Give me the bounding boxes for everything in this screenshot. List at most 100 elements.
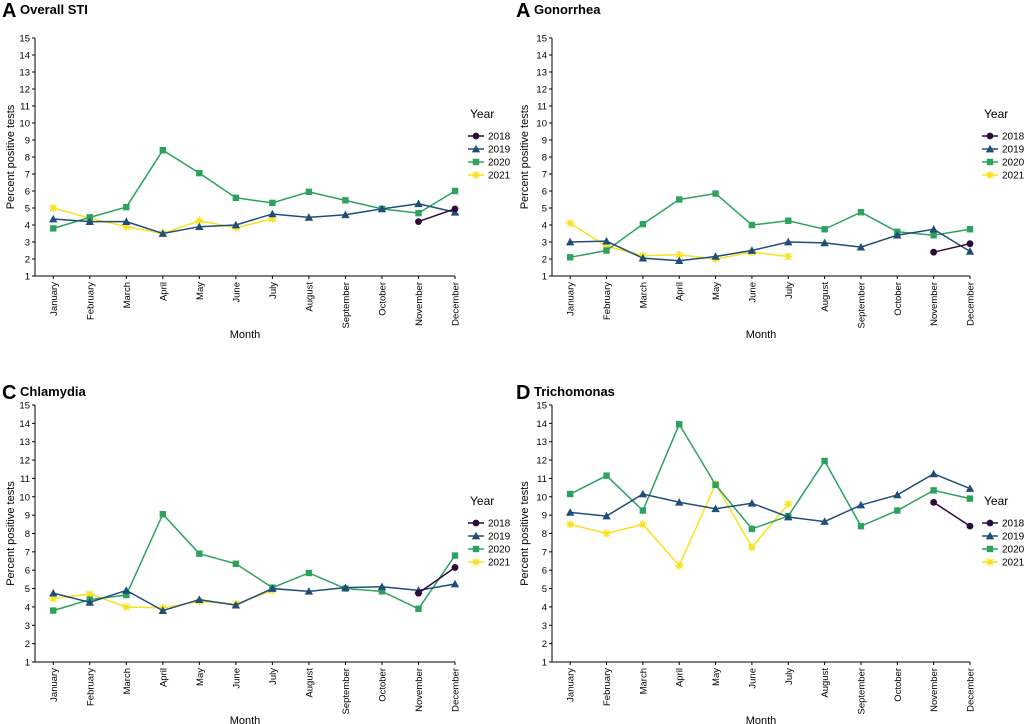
data-point-2020 <box>232 560 240 567</box>
y-tick-label: 15 <box>19 401 30 412</box>
data-point-2019 <box>341 583 350 592</box>
data-point-2021 <box>675 250 684 259</box>
y-tick-label: 9 <box>542 136 547 147</box>
x-tick-label: April <box>675 668 686 687</box>
y-axis-title: Percent positive tests <box>519 104 531 209</box>
y-tick-label: 4 <box>542 602 547 613</box>
y-tick-label: 9 <box>25 136 30 147</box>
series-line-2020 <box>53 149 456 230</box>
y-tick-label: 13 <box>536 437 547 448</box>
x-tick-label: February <box>85 668 96 706</box>
data-point-2021 <box>566 219 575 228</box>
x-tick-label: February <box>602 282 613 320</box>
y-tick-label: 12 <box>19 85 30 96</box>
y-tick-label: 12 <box>536 85 547 96</box>
legend-label-2021: 2021 <box>1002 171 1025 182</box>
x-tick-label: November <box>414 668 425 712</box>
data-point-2020 <box>821 457 828 465</box>
legend-title: Year <box>984 107 1008 121</box>
data-point-2020 <box>378 588 386 595</box>
data-point-2019 <box>929 225 938 233</box>
legend-key-2020 <box>472 158 480 166</box>
data-point-2021 <box>675 561 684 570</box>
y-tick-label: 15 <box>536 34 547 45</box>
y-tick-label: 10 <box>19 119 30 130</box>
data-point-2020 <box>50 607 57 614</box>
series-line-2020 <box>569 422 971 530</box>
x-tick-label: March <box>122 282 133 308</box>
x-tick-label: November <box>929 282 940 326</box>
x-tick-label: August <box>820 668 831 698</box>
series-2019 <box>565 225 975 265</box>
legend-key-2019 <box>471 531 481 540</box>
series-line-2019 <box>53 202 456 235</box>
data-point-2019 <box>122 586 131 594</box>
series-line-2021 <box>569 482 789 567</box>
data-point-2019 <box>304 587 314 595</box>
data-point-2020 <box>342 197 349 204</box>
legend-label-2020: 2020 <box>488 545 511 556</box>
data-point-2019 <box>965 484 975 492</box>
y-tick-label: 11 <box>537 474 547 485</box>
y-tick-label: 4 <box>25 221 30 232</box>
legend-key-2019 <box>985 531 995 540</box>
data-point-2019 <box>856 242 866 251</box>
x-tick-label: June <box>747 282 758 303</box>
data-point-2019 <box>414 199 423 208</box>
y-tick-label: 5 <box>542 204 547 215</box>
data-point-2019 <box>711 252 720 260</box>
data-point-2020 <box>639 220 647 228</box>
x-tick-label: November <box>929 668 940 712</box>
data-point-2021 <box>49 594 58 603</box>
series-2018 <box>930 240 974 256</box>
data-point-2020 <box>159 511 167 518</box>
legend-key-2018 <box>986 519 994 527</box>
series-line-2018 <box>933 242 971 253</box>
data-point-2019 <box>602 511 611 520</box>
data-point-2019 <box>820 517 829 525</box>
series-line-2020 <box>53 512 456 612</box>
x-tick-label: December <box>451 668 462 712</box>
legend-label-2020: 2020 <box>488 158 511 169</box>
x-tick-label: September <box>341 668 352 714</box>
data-point-2019 <box>158 606 168 614</box>
series-line-2019 <box>53 583 456 612</box>
data-point-2019 <box>747 246 757 254</box>
y-tick-label: 8 <box>542 153 547 164</box>
y-tick-label: 7 <box>542 170 547 181</box>
panel-letter: D <box>516 382 530 404</box>
data-point-2018 <box>930 248 938 256</box>
x-tick-label: September <box>856 282 867 328</box>
data-point-2020 <box>712 481 719 489</box>
y-tick-label: 5 <box>25 204 30 215</box>
y-tick-label: 5 <box>25 584 30 595</box>
data-point-2020 <box>603 472 610 479</box>
y-tick-label: 3 <box>25 621 30 632</box>
x-tick-label: March <box>122 668 133 694</box>
data-point-2019 <box>820 238 829 247</box>
legend-title: Year <box>470 107 494 121</box>
data-point-2021 <box>638 520 647 529</box>
data-point-2020 <box>86 214 93 221</box>
series-2020 <box>566 421 974 533</box>
y-tick-label: 3 <box>542 238 547 249</box>
y-tick-label: 6 <box>25 566 30 577</box>
y-tick-label: 14 <box>19 419 30 430</box>
x-tick-label: July <box>784 282 795 299</box>
panel-trichomonas: D Trichomonas123456789101112131415January… <box>516 382 1025 724</box>
data-point-2021 <box>566 520 575 529</box>
x-tick-label: November <box>414 282 425 326</box>
data-point-2020 <box>159 147 167 154</box>
data-point-2021 <box>602 242 611 251</box>
series-2019 <box>565 469 975 525</box>
x-tick-label: May <box>711 282 722 300</box>
y-tick-label: 10 <box>536 492 547 503</box>
y-tick-label: 2 <box>542 255 547 266</box>
x-tick-label: August <box>304 668 315 698</box>
data-point-2021 <box>784 252 793 261</box>
x-tick-label: December <box>966 282 977 326</box>
data-point-2020 <box>930 487 937 494</box>
data-point-2021 <box>85 590 94 599</box>
